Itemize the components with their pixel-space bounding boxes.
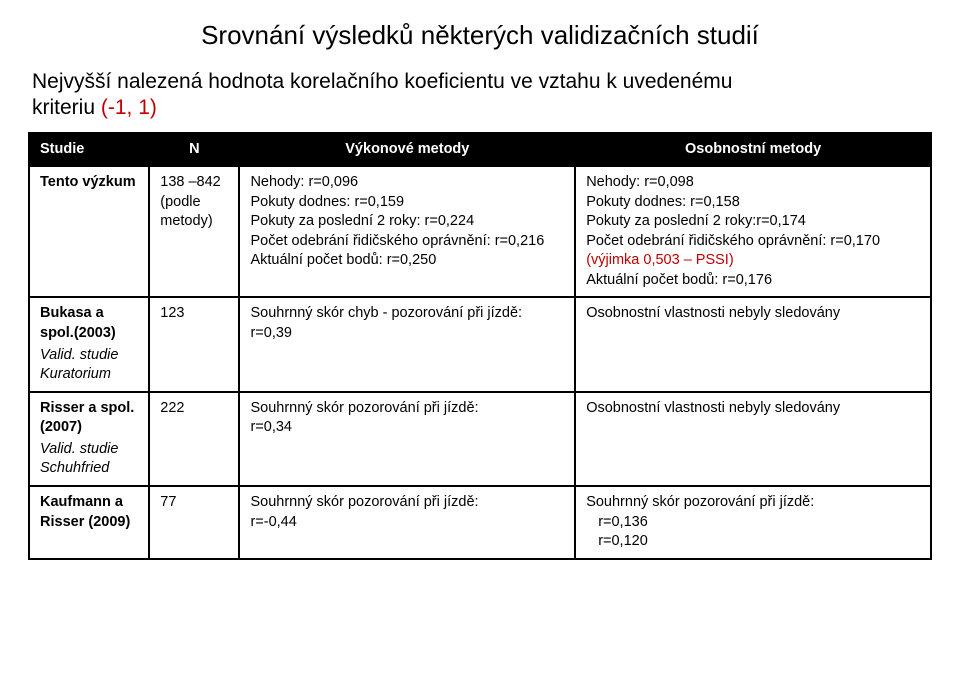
n-cell: 77 [149, 486, 239, 559]
study-cell: Risser a spol.(2007)Valid. studie Schuhf… [29, 392, 149, 486]
table-header-row: Studie N Výkonové metody Osobnostní meto… [29, 133, 931, 167]
study-cell: Bukasa a spol.(2003)Valid. studie Kurato… [29, 297, 149, 391]
subtitle-line1: Nejvyšší nalezená hodnota korelačního ko… [32, 70, 732, 93]
header-study: Studie [29, 133, 149, 167]
n-cell: 123 [149, 297, 239, 391]
header-pers: Osobnostní metody [575, 133, 931, 167]
header-n: N [149, 133, 239, 167]
pers-cell: Souhrnný skór pozorování při jízdě:r=0,1… [575, 486, 931, 559]
perf-cell: Souhrnný skór chyb - pozorování při jízd… [239, 297, 575, 391]
header-perf: Výkonové metody [239, 133, 575, 167]
study-cell: Tento výzkum [29, 166, 149, 297]
pers-cell: Osobnostní vlastnosti nebyly sledovány [575, 392, 931, 486]
table-row: Risser a spol.(2007)Valid. studie Schuhf… [29, 392, 931, 486]
n-cell: 222 [149, 392, 239, 486]
study-cell: Kaufmann a Risser (2009) [29, 486, 149, 559]
subtitle-line2-red: (-1, 1) [101, 96, 157, 119]
perf-cell: Souhrnný skór pozorování při jízdě:r=-0,… [239, 486, 575, 559]
pers-cell: Nehody: r=0,098Pokuty dodnes: r=0,158Pok… [575, 166, 931, 297]
comparison-table: Studie N Výkonové metody Osobnostní meto… [28, 132, 932, 560]
n-cell: 138 –842 (podle metody) [149, 166, 239, 297]
table-row: Kaufmann a Risser (2009)77Souhrnný skór … [29, 486, 931, 559]
table-row: Tento výzkum138 –842 (podle metody)Nehod… [29, 166, 931, 297]
perf-cell: Souhrnný skór pozorování při jízdě:r=0,3… [239, 392, 575, 486]
table-row: Bukasa a spol.(2003)Valid. studie Kurato… [29, 297, 931, 391]
page-title: Srovnání výsledků některých validizačníc… [28, 20, 932, 51]
subtitle-line2-black: kriteriu [32, 96, 101, 119]
pers-cell: Osobnostní vlastnosti nebyly sledovány [575, 297, 931, 391]
perf-cell: Nehody: r=0,096Pokuty dodnes: r=0,159Pok… [239, 166, 575, 297]
page-subtitle: Nejvyšší nalezená hodnota korelačního ko… [32, 69, 932, 122]
